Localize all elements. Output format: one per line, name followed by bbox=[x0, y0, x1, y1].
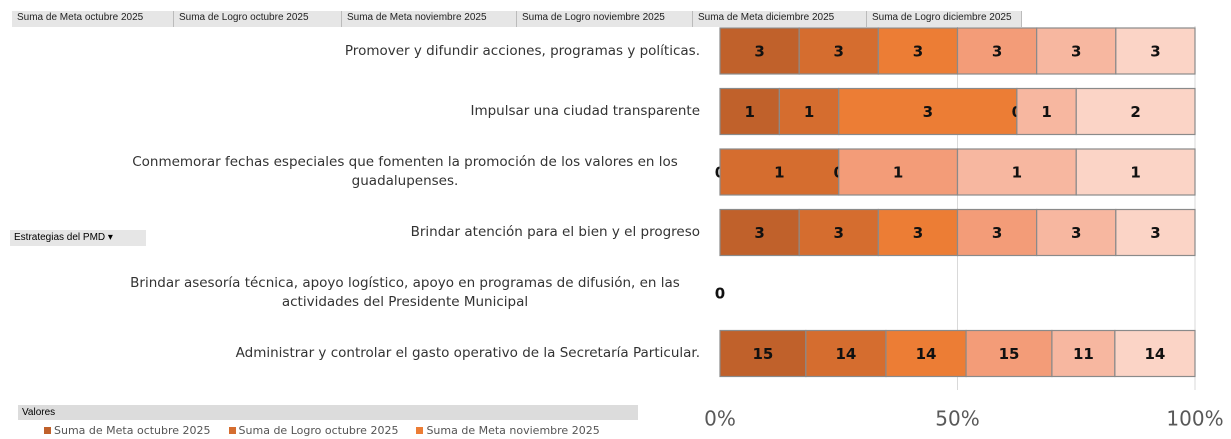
category-label: Conmemorar fechas especiales que fomente… bbox=[110, 147, 700, 197]
data-label: 0 bbox=[715, 285, 725, 303]
bar-segment bbox=[956, 148, 1077, 196]
data-label: 3 bbox=[923, 103, 933, 121]
field-button[interactable]: Suma de Meta diciembre 2025 bbox=[693, 11, 867, 27]
data-label: 11 bbox=[1073, 345, 1094, 363]
legend-text: Suma de Meta noviembre 2025 bbox=[426, 424, 600, 437]
field-button[interactable]: Suma de Logro octubre 2025 bbox=[174, 11, 342, 27]
category-text: Administrar y controlar el gasto operati… bbox=[235, 345, 700, 361]
data-label: 2 bbox=[1130, 103, 1140, 121]
pivot-field: Estrategias del PMD bbox=[14, 232, 106, 243]
data-label: 1 bbox=[893, 164, 903, 182]
bar-segment bbox=[798, 208, 879, 257]
field-button[interactable]: Suma de Logro diciembre 2025 bbox=[867, 11, 1022, 27]
legend: Suma de Meta octubre 2025 Suma de Logro o… bbox=[44, 424, 618, 437]
bar-segment bbox=[1036, 27, 1117, 75]
data-label: 1 bbox=[804, 103, 814, 121]
category-label: Administrar y controlar el gasto operati… bbox=[110, 329, 700, 379]
legend-item: Suma de Logro octubre 2025 bbox=[228, 424, 399, 437]
data-label: 3 bbox=[913, 224, 923, 242]
data-label: 3 bbox=[754, 43, 764, 61]
category-label: Brindar asesoría técnica, apoyo logístic… bbox=[110, 268, 700, 318]
data-label: 1 bbox=[1012, 164, 1022, 182]
bar-segment bbox=[1114, 329, 1196, 378]
bar-segment bbox=[877, 27, 959, 75]
bar-segment bbox=[798, 27, 879, 75]
data-label: 15 bbox=[999, 345, 1020, 363]
category-text: Brindar atención para el bien y el progr… bbox=[410, 224, 700, 240]
data-label: 3 bbox=[1071, 224, 1081, 242]
data-label: 15 bbox=[752, 345, 773, 363]
legend-text: Suma de Logro octubre 2025 bbox=[238, 424, 399, 437]
bar-segment bbox=[838, 148, 959, 196]
field-button[interactable]: Suma de Logro noviembre 2025 bbox=[517, 11, 693, 27]
data-label: 3 bbox=[1071, 43, 1081, 61]
bar-segment bbox=[885, 329, 967, 378]
category-label: Impulsar una ciudad transparente bbox=[110, 87, 700, 137]
category-label: Promover y difundir acciones, programas … bbox=[110, 26, 700, 76]
legend-swatch bbox=[228, 427, 236, 434]
bar-segment bbox=[1115, 208, 1196, 257]
legend-swatch bbox=[416, 427, 424, 434]
bar-segment bbox=[719, 87, 780, 136]
bar-segment bbox=[1075, 87, 1196, 136]
data-label: 1 bbox=[1130, 164, 1140, 182]
bar-segment bbox=[719, 148, 840, 196]
bar-segment bbox=[1036, 208, 1117, 257]
category-text: Impulsar una ciudad transparente bbox=[470, 103, 700, 119]
legend-text: Suma de Meta octubre 2025 bbox=[54, 424, 211, 437]
category-label: Brindar atención para el bien y el progr… bbox=[110, 208, 700, 258]
data-label: 3 bbox=[834, 224, 844, 242]
data-label: 1 bbox=[774, 164, 784, 182]
pivot-field-button[interactable]: Estrategias del PMD ▾ bbox=[10, 230, 146, 246]
bar-segment bbox=[965, 329, 1053, 378]
data-label: 1 bbox=[744, 103, 754, 121]
bar-segment bbox=[1016, 87, 1077, 136]
data-label: 3 bbox=[992, 43, 1002, 61]
data-label: 1 bbox=[1041, 103, 1051, 121]
data-label: 3 bbox=[834, 43, 844, 61]
legend-swatch bbox=[44, 427, 51, 434]
bar-segment bbox=[838, 87, 1018, 136]
x-tick-label: 100% bbox=[1166, 407, 1223, 431]
bar-segment bbox=[719, 27, 800, 75]
values-label: Valores bbox=[22, 407, 56, 418]
field-button[interactable]: Suma de Meta noviembre 2025 bbox=[342, 11, 517, 27]
category-text: Conmemorar fechas especiales que fomente… bbox=[132, 154, 678, 189]
category-text: Brindar asesoría técnica, apoyo logístic… bbox=[130, 275, 680, 310]
field-button[interactable]: Suma de Meta octubre 2025 bbox=[12, 11, 174, 27]
data-label: 14 bbox=[835, 345, 856, 363]
bar-segment bbox=[778, 87, 840, 136]
legend-item: Suma de Meta octubre 2025 bbox=[44, 424, 211, 437]
bar-segment bbox=[1075, 148, 1196, 196]
data-label: 3 bbox=[1150, 43, 1160, 61]
bar-segment bbox=[805, 329, 887, 378]
data-label: 3 bbox=[913, 43, 923, 61]
category-text: Promover y difundir acciones, programas … bbox=[344, 42, 700, 59]
bar-segment bbox=[956, 208, 1038, 257]
data-label: 3 bbox=[992, 224, 1002, 242]
legend-item: Suma de Meta noviembre 2025 bbox=[416, 424, 600, 437]
values-bar: Valores bbox=[18, 405, 638, 420]
data-label: 14 bbox=[916, 345, 937, 363]
data-label: 3 bbox=[1150, 224, 1160, 242]
x-tick-label: 0% bbox=[704, 407, 736, 431]
x-tick-label: 50% bbox=[935, 407, 979, 431]
bar-segment bbox=[719, 208, 800, 257]
data-label: 3 bbox=[754, 224, 764, 242]
bar-segment bbox=[1115, 27, 1196, 75]
bar-segment bbox=[719, 329, 807, 378]
data-label: 14 bbox=[1145, 345, 1166, 363]
bar-segment bbox=[956, 27, 1038, 75]
